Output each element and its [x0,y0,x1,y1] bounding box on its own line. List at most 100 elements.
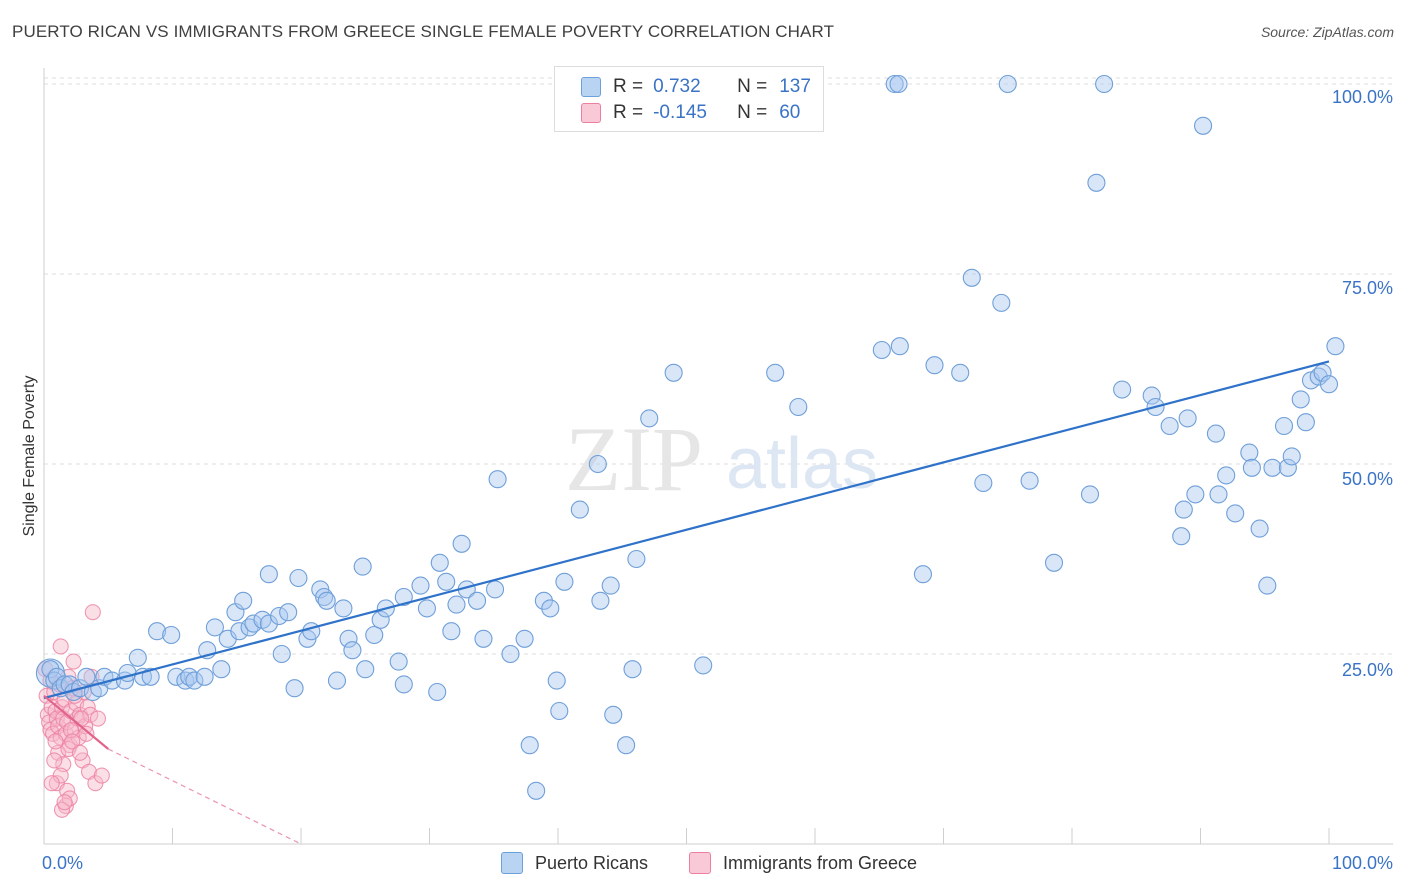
puerto-rican-point [212,660,231,679]
greece-point [65,653,82,670]
legend-n-label: N = [737,76,768,97]
puerto-rican-point [1258,576,1277,595]
puerto-rican-point [339,629,358,648]
greece-point [52,638,69,655]
puerto-rican-point [555,572,574,591]
puerto-rican-point [141,667,160,686]
puerto-rican-point [1142,386,1161,405]
puerto-rican-point [437,572,456,591]
legend-n-label: N = [737,102,768,123]
legend-row-greece: R = -0.145 N = 60 [581,101,800,125]
puerto-rican-point [1113,380,1132,399]
puerto-rican-point [1080,485,1100,504]
puerto-rican-point [289,568,308,588]
legend-r-value: -0.145 [653,102,707,123]
puerto-rican-point [467,591,487,610]
puerto-rican-point [442,622,461,641]
puerto-rican-point [872,340,891,360]
x-tick-100: 100.0% [1332,853,1393,873]
puerto-rican-point [550,701,569,721]
puerto-rican-point [394,675,413,694]
puerto-rican-point [992,293,1011,312]
puerto-rican-point [272,644,291,664]
y-tick-75: 75.0% [1342,278,1393,298]
greece-point [43,775,60,792]
legend-r-value: 0.732 [653,76,701,97]
puerto-rican-point [128,648,147,667]
puerto-rican-point [302,622,321,641]
puerto-rican-point [162,625,181,645]
puerto-rican-point [353,557,372,576]
puerto-rican-point [428,682,447,702]
puerto-rican-point [1250,519,1269,538]
puerto-rican-point [962,268,981,287]
puerto-rican-point [41,660,60,679]
puerto-rican-point [1263,458,1282,477]
puerto-rican-point [343,641,362,660]
puerto-rican-point [515,629,534,648]
puerto-rican-point [974,473,993,493]
puerto-rican-point [185,671,204,690]
puerto-rican-point [452,534,471,553]
greece-point [46,752,63,769]
puerto-rican-point [1178,409,1197,428]
puerto-rican-point [334,599,353,618]
greece-point [84,604,101,621]
puerto-rican-point [195,667,214,686]
greece-point [71,744,89,761]
x-tick-0: 0.0% [42,853,83,873]
puerto-rican-point [925,356,944,375]
puerto-rican-point [270,606,289,626]
greece-trend-line [43,694,109,750]
puerto-rican-point [411,576,430,595]
puerto-rican-point [371,610,390,629]
puerto-rican-point [485,580,505,599]
puerto-rican-point [167,667,186,686]
puerto-rican-point [951,363,970,382]
puerto-rican-point [623,660,642,679]
puerto-rican-point [913,565,932,584]
stats-legend: R = 0.732 N = 137 R = -0.145 N = 60 [554,66,824,132]
puerto-rican-point [474,629,493,648]
chart-title: PUERTO RICAN VS IMMIGRANTS FROM GREECE S… [12,22,835,41]
puerto-rican-point [1172,527,1191,546]
puerto-rican-point [501,644,520,664]
puerto-rican-point [259,614,278,633]
puerto-rican-point [640,409,659,428]
legend-r-label: R = [613,102,644,123]
puerto-rican-point [591,591,610,610]
greece-point [89,710,107,727]
puerto-rican-point [356,660,375,679]
y-tick-50: 50.0% [1342,469,1393,489]
greece-trend-extension [107,748,302,845]
puerto-rican-point [547,671,566,690]
puerto-rican-point [317,591,336,610]
bottom-legend-puerto-ricans: Puerto Ricans [501,852,648,874]
puerto-rican-point [534,591,553,610]
puerto-rican-point [527,781,546,800]
puerto-rican-point [766,363,785,382]
y-tick-25: 25.0% [1342,660,1393,680]
puerto-rican-point [1242,458,1261,477]
puerto-rican-point [1226,504,1245,523]
puerto-rican-point [1194,116,1213,135]
puerto-rican-point [890,337,909,356]
puerto-rican-point [1274,416,1294,436]
puerto-rican-point [1319,375,1339,394]
watermark-atlas: atlas [726,424,878,504]
puerto-rican-point [244,614,263,633]
puerto-rican-point [664,363,683,382]
bottom-legend-greece: Immigrants from Greece [689,852,917,874]
puerto-rican-point [389,652,408,671]
puerto-rican-point [570,500,589,519]
puerto-rican-point [1186,485,1205,504]
puerto-rican-point [604,705,623,724]
puerto-rican-point [1240,443,1259,462]
greece-point [56,794,73,811]
greece-point [78,725,95,742]
puerto-rican-point [394,587,413,607]
puerto-rican-point [601,576,620,595]
puerto-rican-point [205,618,224,637]
puerto-rican-point [1209,485,1228,504]
